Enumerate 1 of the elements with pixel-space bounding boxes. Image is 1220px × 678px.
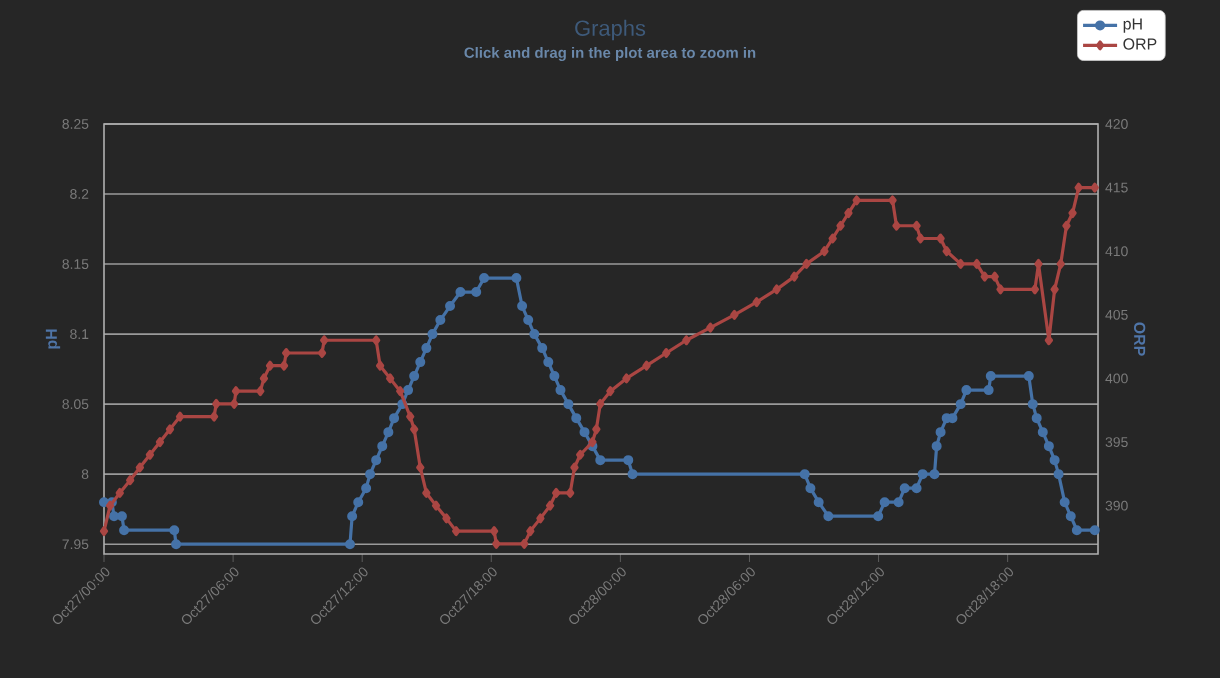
chart-title: Graphs xyxy=(575,19,646,41)
